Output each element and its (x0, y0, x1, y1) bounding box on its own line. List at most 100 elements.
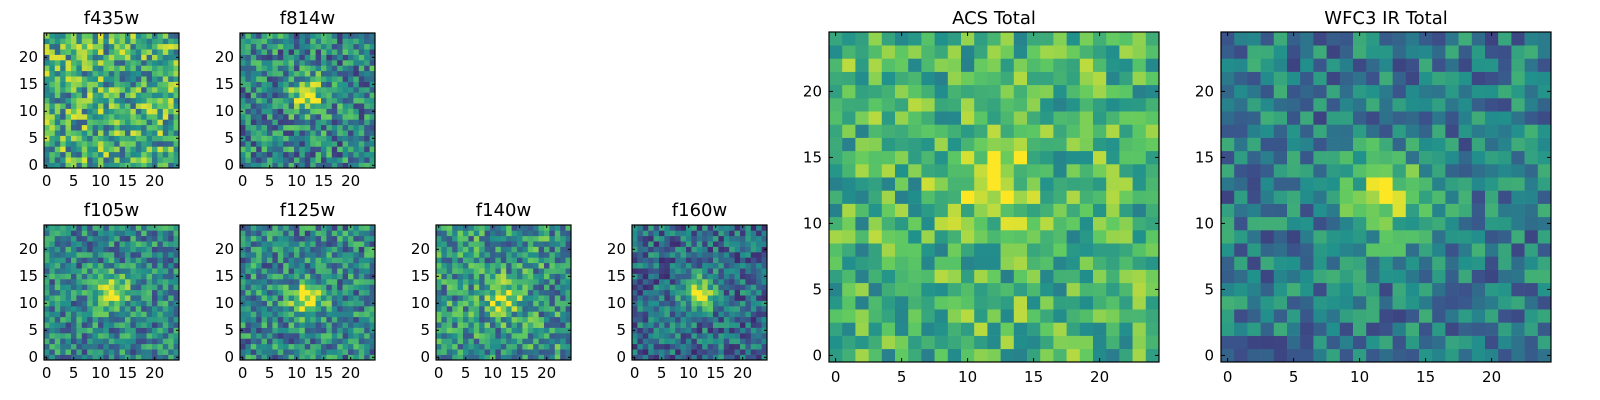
heatmap-cell (98, 349, 104, 355)
heatmap-cell (157, 327, 164, 334)
heatmap-cell (664, 252, 671, 258)
heatmap-cell (560, 246, 566, 253)
heatmap-cell (342, 333, 349, 339)
heatmap-cell (141, 141, 147, 147)
heatmap-cell (146, 273, 153, 280)
heatmap-cell (452, 354, 458, 361)
heatmap-cell (680, 279, 687, 285)
heatmap-cell (146, 327, 153, 334)
heatmap-cell (49, 97, 56, 104)
heatmap-cell (473, 322, 480, 328)
heatmap-cell (756, 257, 762, 264)
heatmap-cell (358, 146, 365, 153)
heatmap-cell (152, 108, 158, 115)
heatmap-cell (98, 311, 104, 318)
heatmap-cell (1106, 322, 1120, 336)
heatmap-cell (267, 65, 273, 72)
heatmap-cell (1485, 269, 1499, 284)
heatmap-cell (369, 92, 376, 99)
heatmap-cell (1392, 256, 1407, 270)
heatmap-cell (299, 225, 306, 231)
heatmap-cell (659, 262, 665, 269)
heatmap-cell (326, 43, 333, 50)
heatmap-cell (162, 162, 169, 169)
heatmap-cell (141, 268, 147, 274)
heatmap-cell (686, 306, 692, 312)
heatmap-cell (691, 343, 698, 350)
heatmap-cell (1066, 216, 1081, 231)
heatmap-cell (921, 309, 935, 323)
heatmap-cell (696, 279, 703, 285)
heatmap-cell (1353, 203, 1367, 218)
heatmap-cell (135, 151, 142, 158)
heatmap-cell (146, 252, 153, 258)
heatmap-cell (468, 262, 475, 269)
heatmap-cell (54, 49, 61, 55)
heatmap-cell (702, 338, 708, 345)
heatmap-cell (342, 354, 349, 361)
heatmap-cell (103, 349, 110, 355)
heatmap-cell (533, 354, 539, 361)
heatmap-cell (538, 354, 545, 361)
heatmap-cell (65, 268, 72, 274)
heatmap-cell (1093, 243, 1107, 257)
heatmap-cell (146, 87, 153, 93)
heatmap-cell (125, 349, 131, 355)
heatmap-cell (119, 38, 126, 45)
heatmap-cell (637, 322, 644, 328)
heatmap-cell (157, 60, 164, 66)
heatmap-cell (756, 230, 762, 237)
heatmap-cell (76, 49, 83, 55)
heatmap-cell (54, 76, 61, 82)
heatmap-cell (310, 300, 316, 307)
heatmap-cell (310, 235, 316, 242)
heatmap-cell (65, 65, 72, 72)
heatmap-cell (119, 54, 126, 61)
heatmap-cell (119, 124, 126, 131)
heatmap-cell (642, 284, 649, 291)
heatmap-cell (506, 295, 512, 301)
heatmap-cell (114, 151, 120, 158)
heatmap-cells (632, 225, 768, 361)
heatmap-cell (337, 327, 343, 334)
heatmap-cell (1392, 216, 1407, 231)
heatmap-cell (1093, 164, 1107, 178)
heatmap-cell (173, 322, 180, 328)
heatmap-cell (81, 246, 88, 253)
heatmap-cell (1234, 150, 1248, 165)
heatmap-cell (152, 54, 158, 61)
heatmap-cell (348, 246, 354, 253)
heatmap-cell (250, 333, 257, 339)
heatmap-cell (87, 49, 93, 55)
heatmap-cell (1353, 230, 1367, 244)
heatmap-cell (565, 262, 572, 269)
heatmap-cell (299, 322, 306, 328)
heatmap-cell (92, 92, 99, 99)
heatmap-cell (87, 54, 93, 61)
heatmap-cell (321, 76, 327, 82)
heatmap-cell (1485, 230, 1499, 244)
heatmap-cell (125, 262, 131, 269)
heatmap-cell (157, 311, 164, 318)
heatmap-cell (304, 162, 311, 169)
heatmap-cell (49, 141, 56, 147)
heatmap-cell (707, 295, 714, 301)
heatmap-cell (565, 322, 572, 328)
heatmap-cell (632, 235, 638, 242)
heatmap-cell (92, 306, 99, 312)
heatmap-cell (288, 241, 295, 247)
heatmap-cell (538, 279, 545, 285)
heatmap-cell (1419, 216, 1433, 231)
heatmap-cell (1379, 230, 1393, 244)
heatmap-cell (364, 327, 370, 334)
heatmap-cell (250, 349, 257, 355)
heatmap-cell (256, 65, 262, 72)
heatmap-cell (756, 252, 762, 258)
heatmap-cell (256, 103, 262, 109)
heatmap-cell (152, 151, 158, 158)
heatmap-cell (1013, 190, 1028, 204)
heatmap-cell (632, 333, 638, 339)
heatmap-cell (103, 333, 110, 339)
heatmap-cell (299, 141, 306, 147)
heatmap-cell (659, 338, 665, 345)
